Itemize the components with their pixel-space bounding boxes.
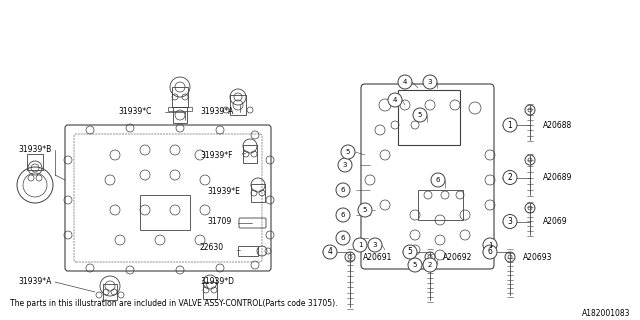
Bar (243, 145, 257, 163)
Text: 3: 3 (343, 162, 348, 168)
Text: 4: 4 (393, 97, 397, 103)
Circle shape (503, 171, 517, 185)
Bar (140, 195, 190, 230)
Text: 31939*F: 31939*F (200, 150, 232, 159)
Text: The parts in this illustration are included in VALVE ASSY-CONTROL(Parts code 317: The parts in this illustration are inclu… (10, 300, 337, 308)
Text: 2: 2 (508, 173, 513, 182)
Circle shape (338, 158, 352, 172)
Bar (103, 284, 117, 300)
Circle shape (403, 245, 417, 259)
Text: 6: 6 (340, 187, 345, 193)
Text: 3: 3 (428, 79, 432, 85)
Circle shape (353, 238, 367, 252)
Circle shape (368, 238, 382, 252)
Circle shape (423, 258, 437, 272)
Bar (27, 154, 43, 170)
Circle shape (483, 245, 497, 259)
Circle shape (408, 258, 422, 272)
Circle shape (398, 75, 412, 89)
Text: A20693: A20693 (523, 252, 552, 261)
Circle shape (336, 231, 350, 245)
Bar (238, 246, 258, 256)
Text: 22630: 22630 (200, 244, 224, 252)
Text: A20688: A20688 (543, 121, 572, 130)
Text: 31939*D: 31939*D (200, 277, 234, 286)
Text: 6: 6 (488, 247, 492, 257)
Bar (168, 107, 192, 111)
Circle shape (423, 75, 437, 89)
Bar (398, 90, 460, 145)
Bar (230, 95, 246, 115)
Text: 31939*A: 31939*A (18, 277, 51, 286)
Text: 3: 3 (508, 217, 513, 226)
Text: 1: 1 (488, 242, 492, 248)
Text: A20689: A20689 (543, 172, 572, 181)
Text: 31939*E: 31939*E (207, 188, 240, 196)
Circle shape (413, 108, 427, 122)
Text: 4: 4 (403, 79, 407, 85)
Text: 5: 5 (346, 149, 350, 155)
Bar (203, 282, 217, 299)
Bar (418, 190, 463, 220)
Bar (172, 87, 188, 107)
Circle shape (336, 183, 350, 197)
Circle shape (358, 203, 372, 217)
Circle shape (483, 238, 497, 252)
Text: A182001083: A182001083 (582, 309, 630, 318)
Text: 5: 5 (418, 112, 422, 118)
Circle shape (431, 173, 445, 187)
Bar (173, 107, 187, 123)
Circle shape (323, 245, 337, 259)
Text: 6: 6 (436, 177, 440, 183)
Text: 31939*A: 31939*A (200, 108, 234, 116)
Circle shape (503, 214, 517, 228)
Text: 4: 4 (328, 247, 332, 257)
Circle shape (336, 208, 350, 222)
Text: 31709: 31709 (207, 218, 231, 227)
Text: 5: 5 (408, 247, 412, 257)
Text: 5: 5 (363, 207, 367, 213)
Text: 3: 3 (372, 242, 377, 248)
Text: 6: 6 (340, 212, 345, 218)
Circle shape (341, 145, 355, 159)
Text: 1: 1 (358, 242, 362, 248)
Bar (251, 184, 265, 202)
Text: 1: 1 (508, 121, 513, 130)
Text: A20692: A20692 (443, 252, 472, 261)
Text: 2: 2 (428, 262, 432, 268)
Text: A2069: A2069 (543, 217, 568, 226)
Text: 31939*C: 31939*C (118, 108, 152, 116)
Circle shape (388, 93, 402, 107)
Text: 6: 6 (340, 235, 345, 241)
Circle shape (503, 118, 517, 132)
Text: 5: 5 (413, 262, 417, 268)
Text: A20691: A20691 (363, 252, 392, 261)
Text: 31939*B: 31939*B (18, 146, 51, 155)
